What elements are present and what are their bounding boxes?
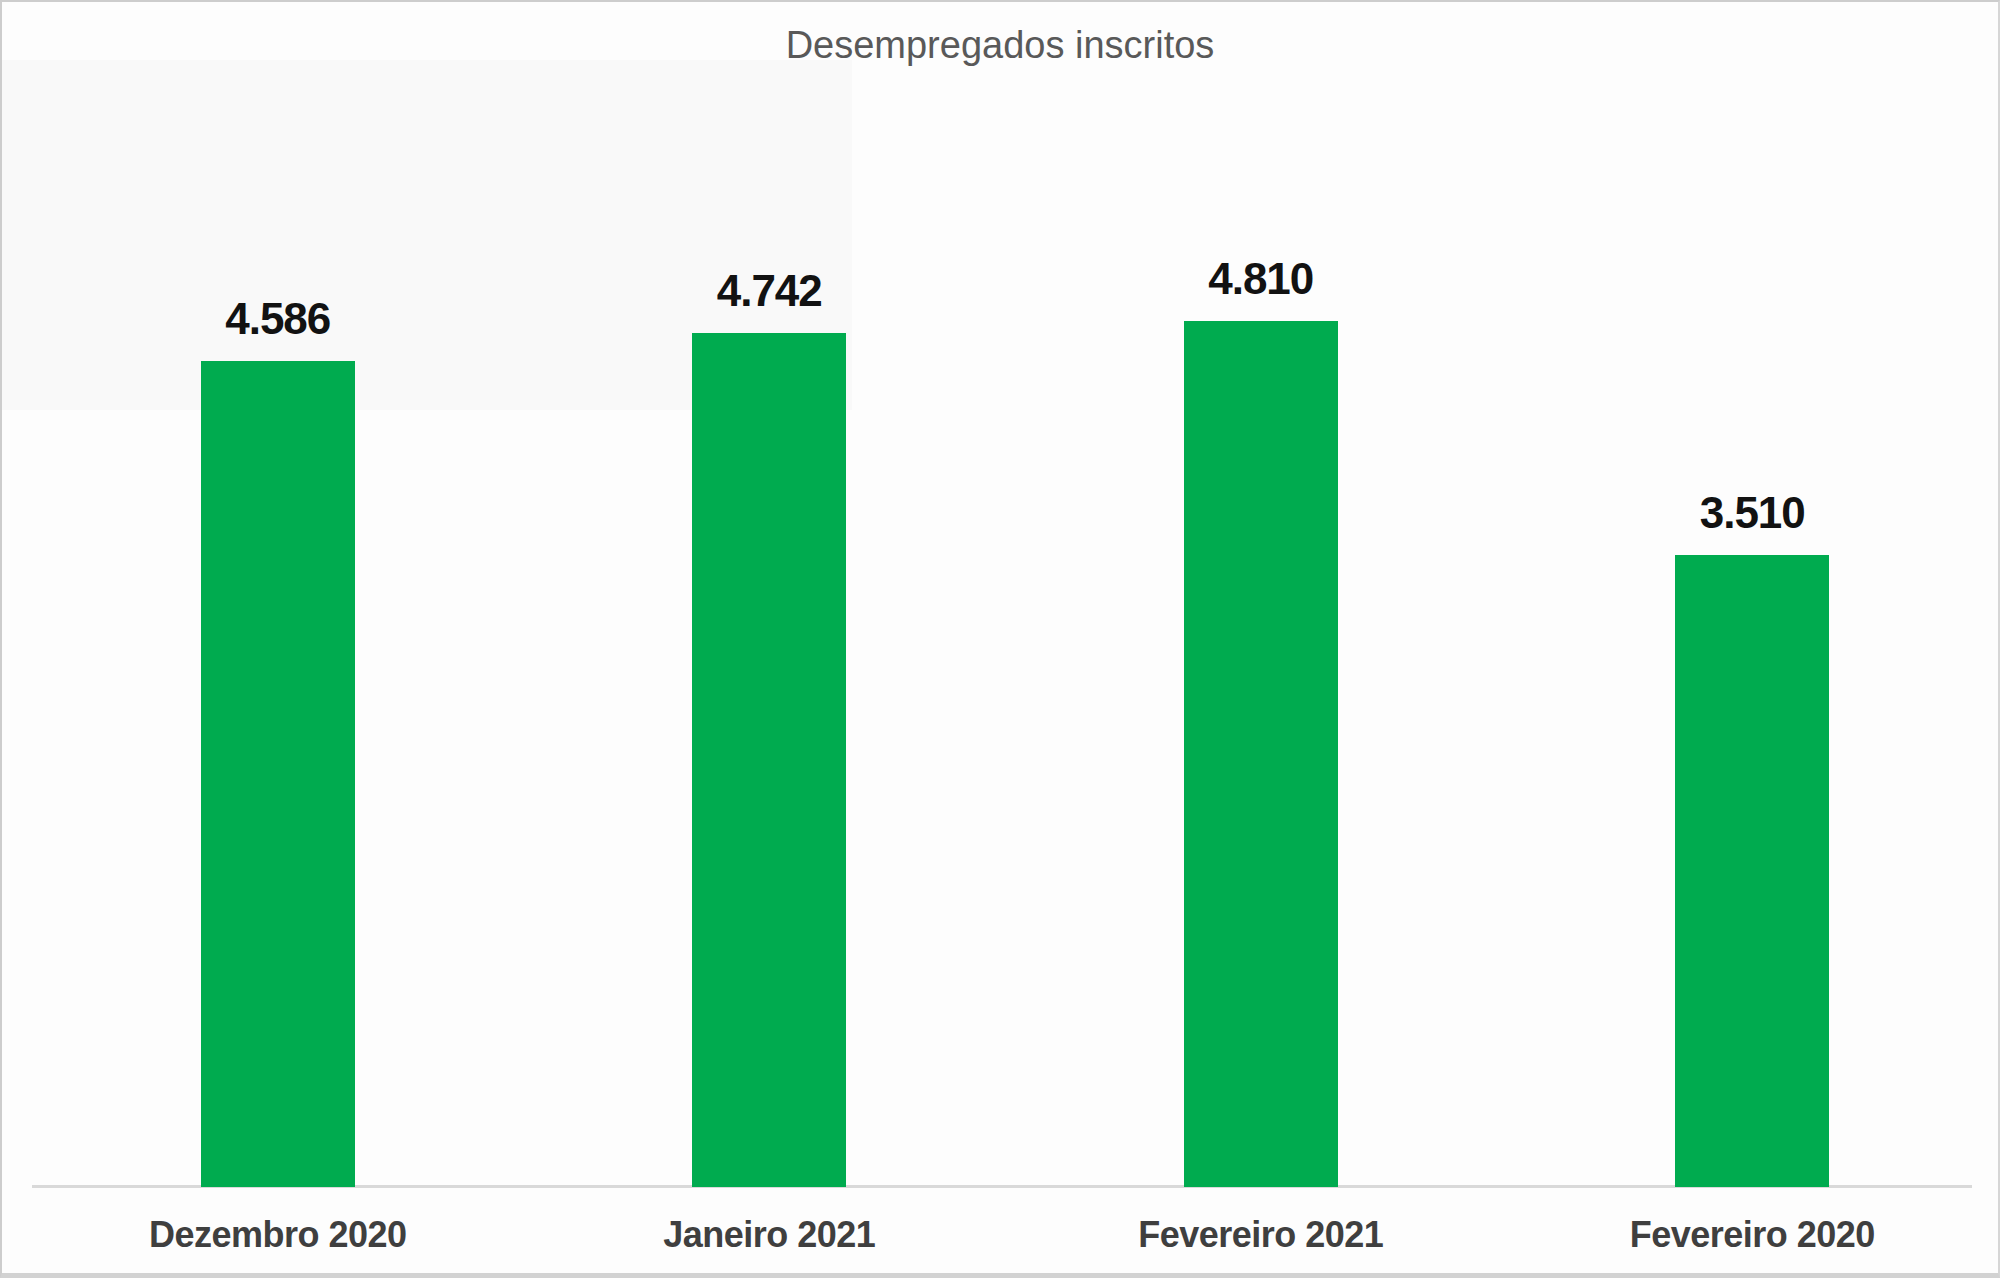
category-label-1: Dezembro 2020 (68, 1214, 488, 1256)
plot-area: 4.586 Dezembro 2020 4.742 Janeiro 2021 4.810… (32, 2, 1998, 1278)
category-label-2: Janeiro 2021 (559, 1214, 979, 1256)
category-label-3: Fevereiro 2021 (1051, 1214, 1471, 1256)
data-label-3: 4.810 (1101, 255, 1421, 303)
bar-chart-widget: Desempregados inscritos 4.586Dezembro 20… (0, 0, 2000, 1278)
bar-4 (1675, 555, 1829, 1187)
bar-2 (692, 333, 846, 1187)
bar-1 (201, 361, 355, 1187)
bar-3 (1184, 321, 1338, 1187)
data-label-2: 4.742 (609, 267, 929, 315)
data-label-1: 4.586 (118, 295, 438, 343)
category-label-4: Fevereiro 2020 (1542, 1214, 1962, 1256)
data-label-4: 3.510 (1592, 489, 1912, 537)
